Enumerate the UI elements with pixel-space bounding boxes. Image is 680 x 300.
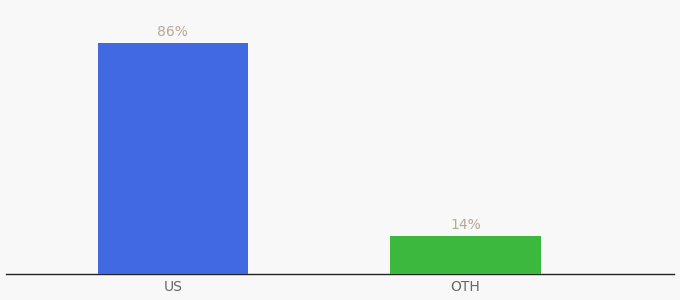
- Bar: [97, 43, 248, 274]
- Text: 86%: 86%: [157, 25, 188, 39]
- Text: 14%: 14%: [450, 218, 481, 232]
- Bar: [390, 236, 541, 274]
